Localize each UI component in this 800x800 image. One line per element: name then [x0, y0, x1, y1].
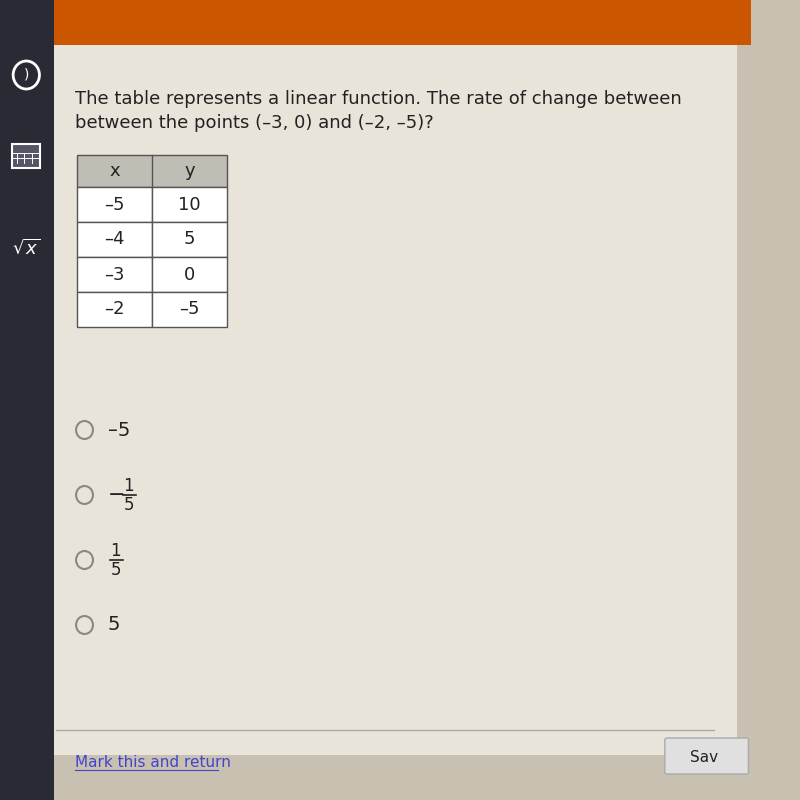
FancyBboxPatch shape — [0, 0, 751, 45]
Text: –5: –5 — [108, 421, 130, 439]
FancyBboxPatch shape — [12, 144, 40, 168]
Text: –3: –3 — [104, 266, 125, 283]
Text: 1: 1 — [110, 542, 121, 560]
Text: x: x — [110, 162, 120, 180]
FancyBboxPatch shape — [665, 738, 749, 774]
Text: 1: 1 — [123, 477, 134, 495]
FancyBboxPatch shape — [77, 222, 152, 257]
Text: Mark this and return: Mark this and return — [75, 755, 231, 770]
Text: between the points (–3, 0) and (–2, –5)?: between the points (–3, 0) and (–2, –5)? — [75, 114, 434, 132]
FancyBboxPatch shape — [152, 257, 227, 292]
FancyBboxPatch shape — [152, 292, 227, 327]
FancyBboxPatch shape — [77, 155, 227, 187]
Text: −: − — [108, 485, 126, 505]
Text: 0: 0 — [184, 266, 195, 283]
Text: y: y — [184, 162, 195, 180]
Text: 5: 5 — [108, 615, 121, 634]
Text: 5: 5 — [110, 561, 121, 579]
Text: 5: 5 — [123, 496, 134, 514]
FancyBboxPatch shape — [152, 222, 227, 257]
Text: 5: 5 — [184, 230, 195, 249]
FancyBboxPatch shape — [0, 0, 54, 800]
Text: 10: 10 — [178, 195, 201, 214]
Text: $\sqrt{x}$: $\sqrt{x}$ — [12, 238, 41, 258]
FancyBboxPatch shape — [152, 187, 227, 222]
Text: –5: –5 — [179, 301, 200, 318]
FancyBboxPatch shape — [77, 257, 152, 292]
Text: The table represents a linear function. The rate of change between: The table represents a linear function. … — [75, 90, 682, 108]
FancyBboxPatch shape — [77, 187, 152, 222]
Text: –4: –4 — [104, 230, 125, 249]
Text: ): ) — [24, 68, 29, 82]
Text: –5: –5 — [104, 195, 125, 214]
FancyBboxPatch shape — [77, 292, 152, 327]
Text: –2: –2 — [104, 301, 125, 318]
Text: Sav: Sav — [690, 750, 718, 765]
FancyBboxPatch shape — [52, 45, 737, 755]
